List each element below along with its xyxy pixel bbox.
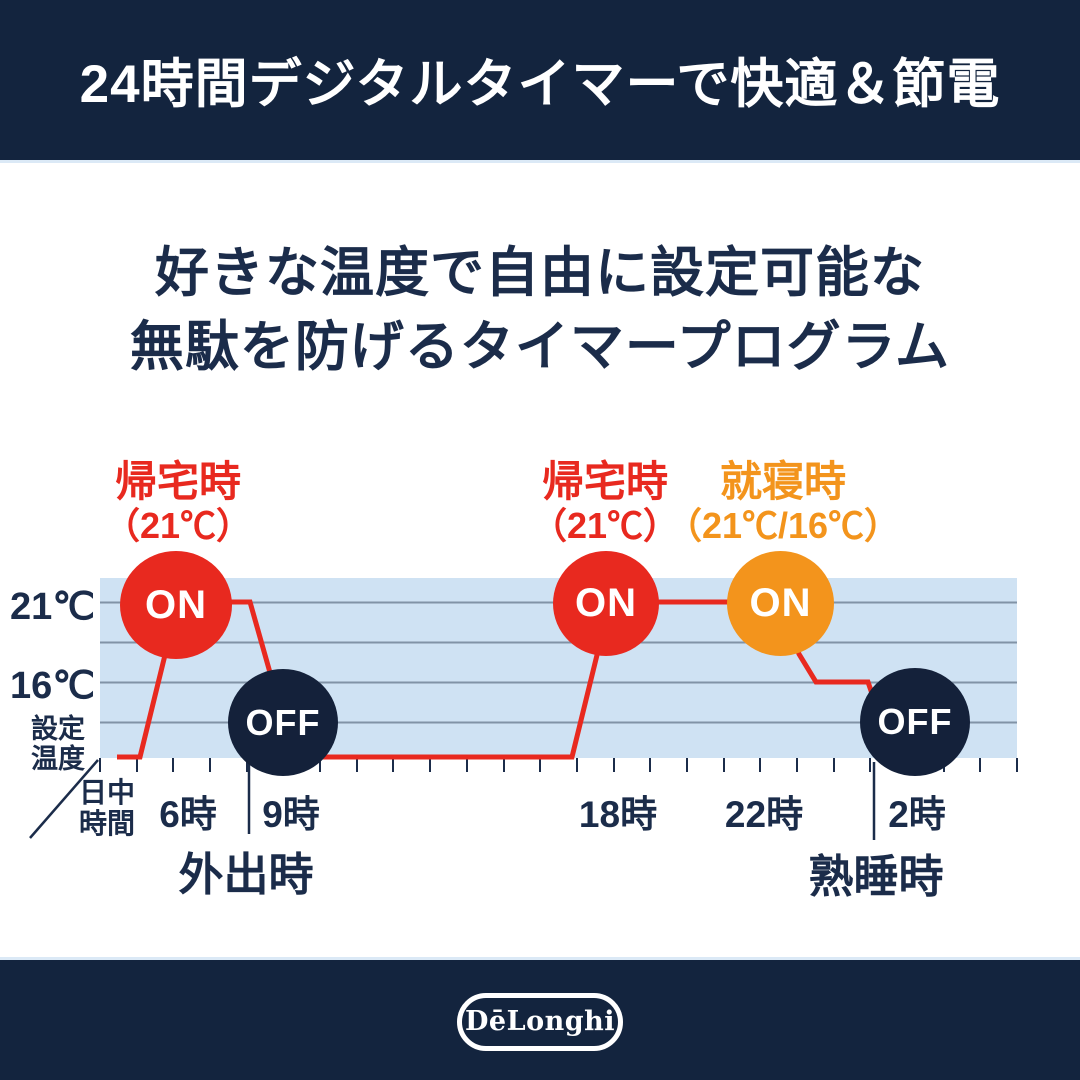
annotation-bedtime-temp: （21℃/16℃） xyxy=(665,505,901,546)
timer-node-on-2-label: ON xyxy=(575,581,637,625)
timer-node-on-2: ON xyxy=(553,551,659,656)
annotation-return-home-1-title: 帰宅時 xyxy=(114,458,242,505)
bottom-banner: DēLonghi xyxy=(0,957,1080,1080)
annotation-return-home-2-temp: （21℃） xyxy=(530,505,680,546)
delonghi-logo-text: DēLonghi xyxy=(465,1006,615,1037)
annotation-return-home-1: 帰宅時 （21℃） xyxy=(104,460,252,548)
y-tick-21c: 21℃ xyxy=(10,586,95,628)
x-tick-22h: 22時 xyxy=(724,794,804,835)
x-tick-2h: 2時 xyxy=(888,794,946,835)
x-tick-6h: 6時 xyxy=(159,794,217,835)
event-connector-lines xyxy=(247,762,876,840)
timer-node-off-2: OFF xyxy=(860,668,970,776)
annotation-bedtime-title: 就寝時 xyxy=(719,458,846,505)
annotation-bedtime: 就寝時 （21℃/16℃） xyxy=(666,460,900,548)
top-banner: 24時間デジタルタイマーで快適＆節電 xyxy=(0,0,1080,163)
timer-node-on-3: ON xyxy=(727,551,834,656)
timer-node-on-1: ON xyxy=(120,551,232,659)
timer-node-off-2-label: OFF xyxy=(877,701,953,742)
annotation-return-home-2-title: 帰宅時 xyxy=(541,458,669,505)
annotation-deep-sleep: 熟睡時 xyxy=(808,851,944,902)
axis-break-slash xyxy=(29,759,99,839)
timer-node-on-3-label: ON xyxy=(749,581,812,625)
x-tick-18h: 18時 xyxy=(578,794,658,835)
delonghi-logo: DēLonghi xyxy=(457,992,623,1051)
annotation-going-out: 外出時 xyxy=(178,849,314,900)
x-tick-9h: 9時 xyxy=(262,794,320,835)
sub-heading-line2: 無駄を防げるタイマープログラム xyxy=(129,317,951,377)
sub-heading-line1: 好きな温度で自由に設定可能な xyxy=(155,243,925,303)
y-tick-16c: 16℃ xyxy=(10,665,95,707)
x-axis-title: 日中 時間 xyxy=(78,777,136,839)
annotation-return-home-2: 帰宅時 （21℃） xyxy=(531,460,679,548)
timer-node-on-1-label: ON xyxy=(145,582,207,627)
annotation-return-home-1-temp: （21℃） xyxy=(103,505,253,546)
y-axis-title: 設定 温度 xyxy=(31,714,85,774)
sub-heading: 好きな温度で自由に設定可能な 無駄を防げるタイマープログラム xyxy=(0,236,1080,384)
timer-node-off-1-label: OFF xyxy=(245,701,321,743)
page-title: 24時間デジタルタイマーで快適＆節電 xyxy=(79,55,1001,114)
timer-node-off-1: OFF xyxy=(228,669,338,776)
